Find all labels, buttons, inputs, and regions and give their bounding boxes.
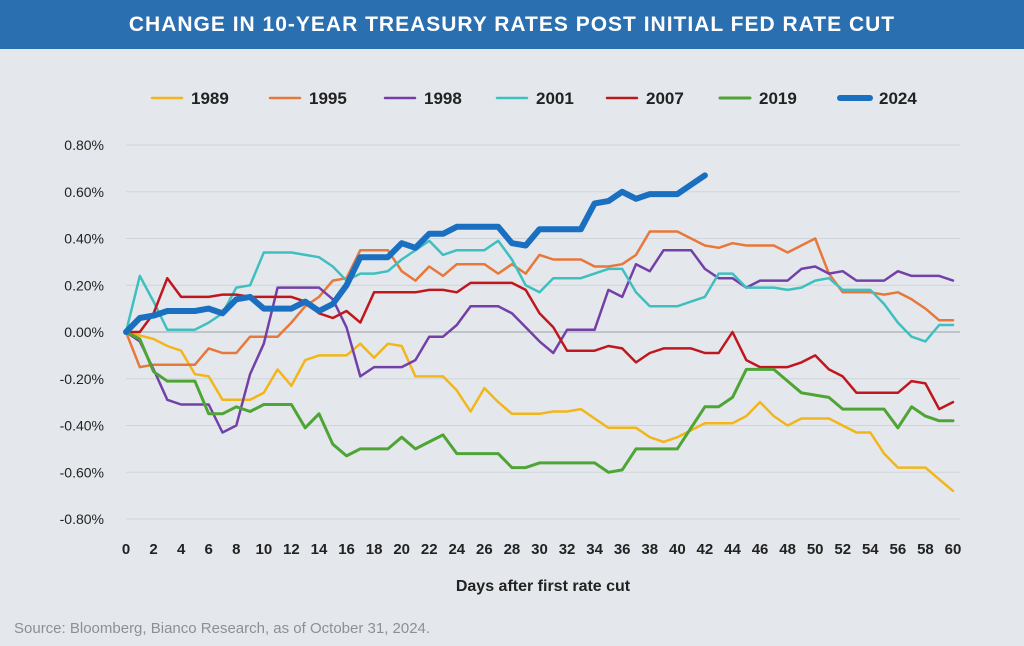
x-tick-label: 2	[149, 541, 157, 558]
series-lines	[123, 172, 955, 493]
x-tick-label: 36	[614, 541, 631, 558]
x-tick-label: 14	[311, 541, 328, 558]
x-tick-label: 30	[531, 541, 548, 558]
x-tick-label: 54	[862, 541, 879, 558]
x-tick-label: 18	[366, 541, 383, 558]
line-chart: 0.80% 0.60% 0.40% 0.20% 0.00% -0.20% -0.40% -0.…	[60, 89, 962, 595]
legend-label-1989: 1989	[191, 89, 229, 108]
series-line-2019	[124, 330, 955, 474]
x-tick-label: 34	[586, 541, 603, 558]
legend-label-2007: 2007	[646, 89, 684, 108]
series-line-2007	[124, 276, 955, 411]
x-tick-label: 42	[697, 541, 714, 558]
x-tick-label: 16	[338, 541, 355, 558]
series-line-1995	[124, 230, 955, 369]
x-tick-label: 26	[476, 541, 493, 558]
x-tick-label: 6	[205, 541, 213, 558]
legend-label-2024: 2024	[879, 89, 917, 108]
x-tick-label: 56	[890, 541, 907, 558]
y-tick-label: 0.80%	[64, 137, 104, 153]
x-tick-label: 52	[834, 541, 851, 558]
source-note: Source: Bloomberg, Bianco Research, as o…	[14, 620, 431, 637]
x-tick-label: 28	[504, 541, 521, 558]
x-tick-label: 20	[393, 541, 410, 558]
series-line-2001	[124, 239, 955, 343]
legend: 1989 1995 1998 2001 2007 2019 2024	[150, 89, 917, 108]
x-tick-label: 44	[724, 541, 741, 558]
chart-header: CHANGE IN 10-YEAR TREASURY RATES POST IN…	[0, 0, 1024, 49]
y-tick-label: 0.60%	[64, 184, 104, 200]
x-tick-label: 12	[283, 541, 300, 558]
x-axis-title: Days after first rate cut	[456, 578, 631, 595]
legend-label-1995: 1995	[309, 89, 347, 108]
y-axis-ticks: 0.80% 0.60% 0.40% 0.20% 0.00% -0.20% -0.40% -0.…	[60, 137, 104, 527]
x-tick-label: 22	[421, 541, 438, 558]
x-tick-label: 24	[448, 541, 465, 558]
x-tick-label: 10	[255, 541, 272, 558]
y-tick-label: 0.20%	[64, 277, 104, 293]
y-tick-label: 0.00%	[64, 324, 104, 340]
y-tick-label: -0.20%	[60, 371, 104, 387]
x-tick-label: 4	[177, 541, 186, 558]
y-tick-label: -0.60%	[60, 464, 104, 480]
series-line-1989	[124, 330, 955, 493]
x-tick-label: 50	[807, 541, 824, 558]
chart-title: CHANGE IN 10-YEAR TREASURY RATES POST IN…	[128, 12, 896, 36]
x-tick-label: 48	[779, 541, 796, 558]
x-tick-label: 0	[122, 541, 130, 558]
y-tick-label: -0.80%	[60, 511, 104, 527]
x-tick-label: 38	[641, 541, 658, 558]
x-tick-label: 40	[669, 541, 686, 558]
legend-label-2001: 2001	[536, 89, 574, 108]
x-tick-label: 46	[752, 541, 769, 558]
gridlines	[126, 144, 960, 520]
legend-label-2019: 2019	[759, 89, 797, 108]
legend-label-1998: 1998	[424, 89, 462, 108]
series-line-2024	[123, 172, 708, 335]
x-axis-ticks: 0 2 4 6 8 10 12 14 16 18 20 22 24 26 28 30 32 34 36 38 40 42 4…	[122, 541, 962, 558]
x-tick-label: 60	[945, 541, 962, 558]
y-tick-label: -0.40%	[60, 418, 104, 434]
x-tick-label: 58	[917, 541, 934, 558]
series-line-1998	[124, 248, 955, 434]
x-tick-label: 8	[232, 541, 240, 558]
y-tick-label: 0.40%	[64, 231, 104, 247]
x-tick-label: 32	[559, 541, 576, 558]
